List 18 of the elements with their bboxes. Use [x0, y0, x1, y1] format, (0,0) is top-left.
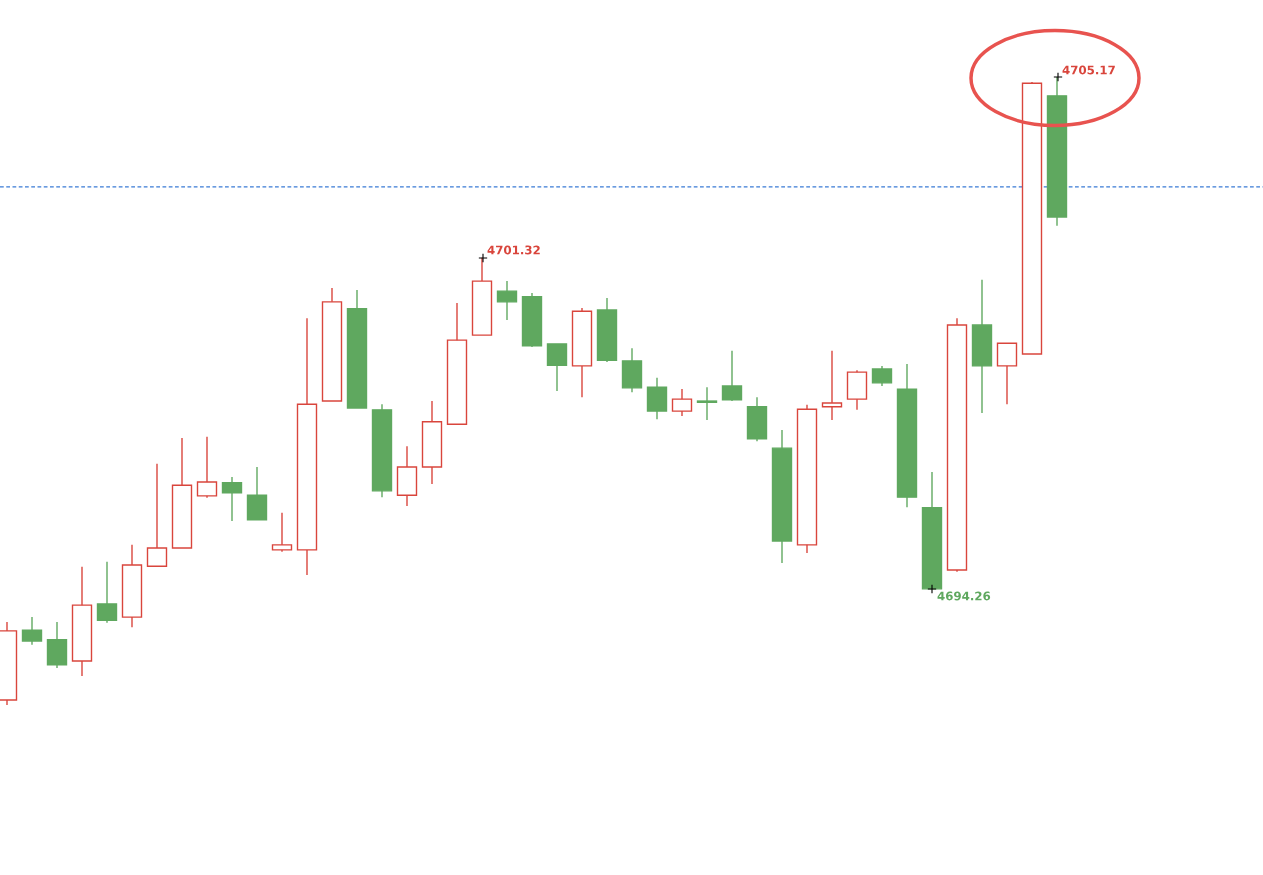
annotation: 4694.26: [937, 591, 991, 601]
candlestick: [871, 365, 893, 387]
candlestick: [21, 616, 43, 646]
candlestick: [546, 343, 568, 392]
candlestick: [96, 561, 118, 624]
candlestick: [221, 476, 243, 522]
text: 4705.17: [1062, 65, 1115, 75]
candlestick: [271, 512, 293, 553]
candlestick: [996, 342, 1018, 405]
candlestick: [496, 280, 518, 321]
candlestick: [646, 377, 668, 420]
candlestick: [721, 350, 743, 402]
candlestick: [696, 386, 718, 421]
annotation: 4701.32: [487, 245, 540, 255]
candlestick: [821, 350, 843, 421]
candlestick: [146, 463, 168, 567]
candlestick: [196, 436, 218, 499]
candlestick: [671, 388, 693, 417]
